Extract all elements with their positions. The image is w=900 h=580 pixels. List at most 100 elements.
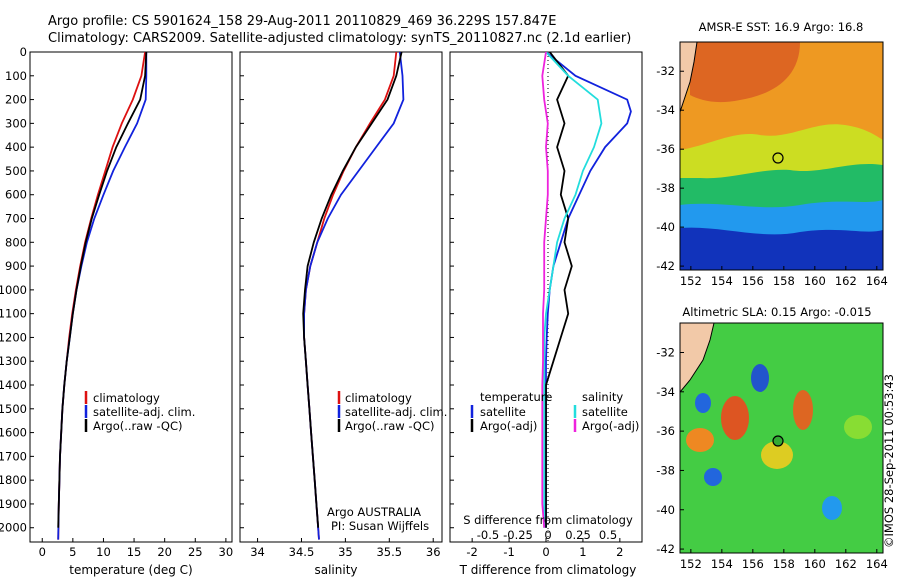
map-y-tick-label: -42 [656,259,675,273]
legend-label: Argo(-adj) [582,419,639,433]
temperature-legend: climatology satellite-adj. clim. Argo(..… [84,391,195,433]
depth-tick-label: 1200 [0,330,27,344]
credit-argo-australia: Argo AUSTRALIA [327,505,421,519]
argo-position-marker [772,435,784,447]
map-x-tick-label: 152 [680,557,702,571]
s-tick-label: -0.25 [503,528,533,542]
depth-tick-label: 500 [5,164,27,178]
s-tick-label: 0.5 [599,528,617,542]
salinity-panel [239,51,443,543]
series-line-2 [57,52,148,540]
map-y-tick-label: -32 [656,64,675,78]
sst-map [680,42,883,270]
x-tick-label: 0 [542,545,549,559]
series-line-1 [545,52,632,528]
legend-label: Argo(..raw -QC) [345,419,435,433]
series-line-2 [303,52,405,540]
map-y-tick-label: -36 [656,424,675,438]
x-tick-label: 35 [338,545,353,559]
depth-tick-label: 700 [5,212,27,226]
x-tick-label: 30 [219,545,234,559]
depth-tick-label: 1600 [0,426,27,440]
x-tick-label: 20 [157,545,172,559]
temperature-lines [57,52,148,540]
series-line-3 [57,52,148,528]
depth-tick-label: 1800 [0,473,27,487]
depth-tick-label: 300 [5,116,27,130]
sla-map [680,323,883,553]
legend-label: Argo(..raw -QC) [93,419,183,433]
difference-x-ticks: -2 -1 0 1 2 [466,538,624,559]
legend-label: Argo(-adj) [480,419,537,433]
series-line-2 [545,52,573,528]
legend-title-temperature: temperature [480,390,552,404]
legend-label: climatology [345,391,412,405]
header-title: Argo profile: CS 5901624_158 29-Aug-2011… [48,14,556,29]
x-tick-label: -2 [466,545,477,559]
salinity-lines [302,52,405,540]
sst-map-frame [679,41,884,271]
map-y-tick-label: -36 [656,142,675,156]
s-tick-label: 0 [544,528,551,542]
x-tick-label: 34.5 [289,545,315,559]
depth-tick-label: 1300 [0,354,27,368]
temperature-x-ticks: 0 5 10 15 20 25 30 [39,538,234,559]
map-x-tick-label: 154 [711,557,733,571]
series-line-4 [541,52,549,528]
sst-map-ticks: 152 154 156 158 160 162 164 -32 -34 -36 -38 -40 -42 [656,64,888,288]
map-x-tick-label: 158 [773,274,795,288]
salinity-x-ticks: 34 34.5 35 35.5 36 [250,538,441,559]
map-y-tick-label: -38 [656,463,675,477]
credit-pi: PI: Susan Wijffels [331,519,429,533]
sst-map-title: AMSR-E SST: 16.9 Argo: 16.8 [699,20,864,34]
series-line-1 [57,52,146,540]
map-x-tick-label: 162 [835,274,857,288]
salinity-legend: climatology satellite-adj. clim. Argo(..… [337,391,447,433]
sla-map-frame [679,322,884,554]
legend-label: satellite-adj. clim. [345,405,447,419]
temperature-xlabel: temperature (deg C) [69,563,192,577]
s-difference-label: S difference from climatology [463,513,633,527]
depth-tick-label: 200 [5,93,27,107]
depth-tick-label: 900 [5,259,27,273]
map-y-tick-label: -42 [656,542,675,556]
depth-tick-label: 1700 [0,449,27,463]
x-tick-label: 35.5 [376,545,402,559]
map-x-tick-label: 156 [742,274,764,288]
map-y-tick-label: -40 [656,220,675,234]
s-tick-label: -0.5 [477,528,499,542]
map-x-tick-label: 162 [835,557,857,571]
side-credit: ©IMOS 28-Sep-2011 00:53:43 [882,374,896,548]
depth-tick-label: 0 [20,45,27,59]
x-tick-label: 10 [96,545,111,559]
legend-label: satellite [480,405,526,419]
x-tick-label: 15 [127,545,142,559]
sla-map-title: Altimetric SLA: 0.15 Argo: -0.015 [682,305,871,319]
t-difference-xlabel: T difference from climatology [459,563,637,577]
depth-tick-label: 1000 [0,283,27,297]
map-x-tick-label: 152 [680,274,702,288]
s-difference-ticks: -0.5 -0.25 0 0.25 0.5 [477,528,617,542]
s-tick-label: 0.25 [565,528,591,542]
x-tick-label: 2 [616,545,623,559]
header-subtitle: Climatology: CARS2009. Satellite-adjuste… [48,31,631,46]
depth-axis: 0 100 200 300 400 500 600 700 800 900 1000 1100 1200… [0,45,454,535]
series-line-1 [303,52,398,540]
map-x-tick-label: 164 [866,274,888,288]
depth-tick-label: 400 [5,140,27,154]
map-y-tick-label: -34 [656,385,675,399]
x-tick-label: 1 [579,545,586,559]
salinity-xlabel: salinity [314,563,357,577]
x-tick-label: 36 [426,545,441,559]
difference-legend: temperature satellite Argo(-adj) salinit… [470,390,639,433]
depth-tick-label: 1900 [0,497,27,511]
map-y-tick-label: -34 [656,103,675,117]
temperature-panel [29,51,233,543]
x-tick-label: 5 [69,545,76,559]
depth-tick-label: 100 [5,69,27,83]
x-tick-label: 34 [250,545,265,559]
legend-title-salinity: salinity [582,390,623,404]
depth-tick-label: 1400 [0,378,27,392]
depth-tick-label: 1100 [0,307,27,321]
